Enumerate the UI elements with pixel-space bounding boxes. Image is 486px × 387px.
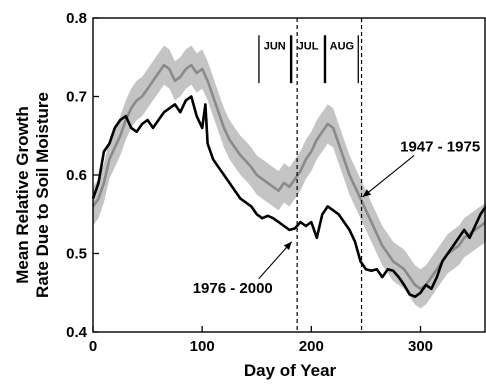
axes: 0 100 200 300 0.4 0.5 0.6 0.7 0.8 — [66, 10, 486, 355]
x-tick-label-100: 100 — [190, 338, 215, 355]
month-label-jul: JUL — [298, 40, 319, 52]
y-axis-title-line-1: Mean Relative Growth — [13, 106, 32, 284]
annotation-arrow-line-1947-1975 — [362, 155, 415, 198]
series-line-1976-2000 — [91, 95, 486, 299]
y-axis-title-line-2: Rate Due to Soil Moisture — [33, 92, 52, 298]
y-axis-title-group: Mean Relative Growth Rate Due to Soil Mo… — [13, 92, 52, 298]
series-lines — [91, 63, 486, 299]
y-tick-label-4: 0.8 — [66, 10, 87, 27]
band-1947-1975 — [93, 45, 486, 309]
x-axis-title: Day of Year — [244, 361, 337, 380]
month-label-jun: JUN — [264, 40, 286, 52]
annotations: 1947 - 1975 1976 - 2000 — [193, 138, 480, 296]
x-tick-label-300: 300 — [408, 338, 433, 355]
y-tick-label-0: 0.4 — [66, 324, 88, 341]
annotation-arrow-head-1976-2000 — [283, 241, 292, 250]
y-tick-label-2: 0.6 — [66, 167, 87, 184]
annotation-label-1947-1975: 1947 - 1975 — [400, 138, 480, 155]
confidence-bands — [93, 45, 486, 309]
vertical-dashed-lines — [296, 18, 363, 332]
annotation-arrow-line-1976-2000 — [258, 241, 293, 280]
annotation-label-1976-2000: 1976 - 2000 — [193, 280, 273, 297]
month-label-aug: AUG — [330, 40, 354, 52]
month-markers: JUN JUL AUG — [258, 35, 359, 84]
y-tick-label-1: 0.5 — [66, 246, 87, 263]
x-tick-label-200: 200 — [299, 338, 324, 355]
series-line-1947-1975 — [91, 63, 486, 291]
annotation-arrow-head-1947-1975 — [362, 189, 372, 197]
x-tick-label-0: 0 — [89, 338, 97, 355]
y-tick-label-3: 0.7 — [66, 89, 87, 106]
